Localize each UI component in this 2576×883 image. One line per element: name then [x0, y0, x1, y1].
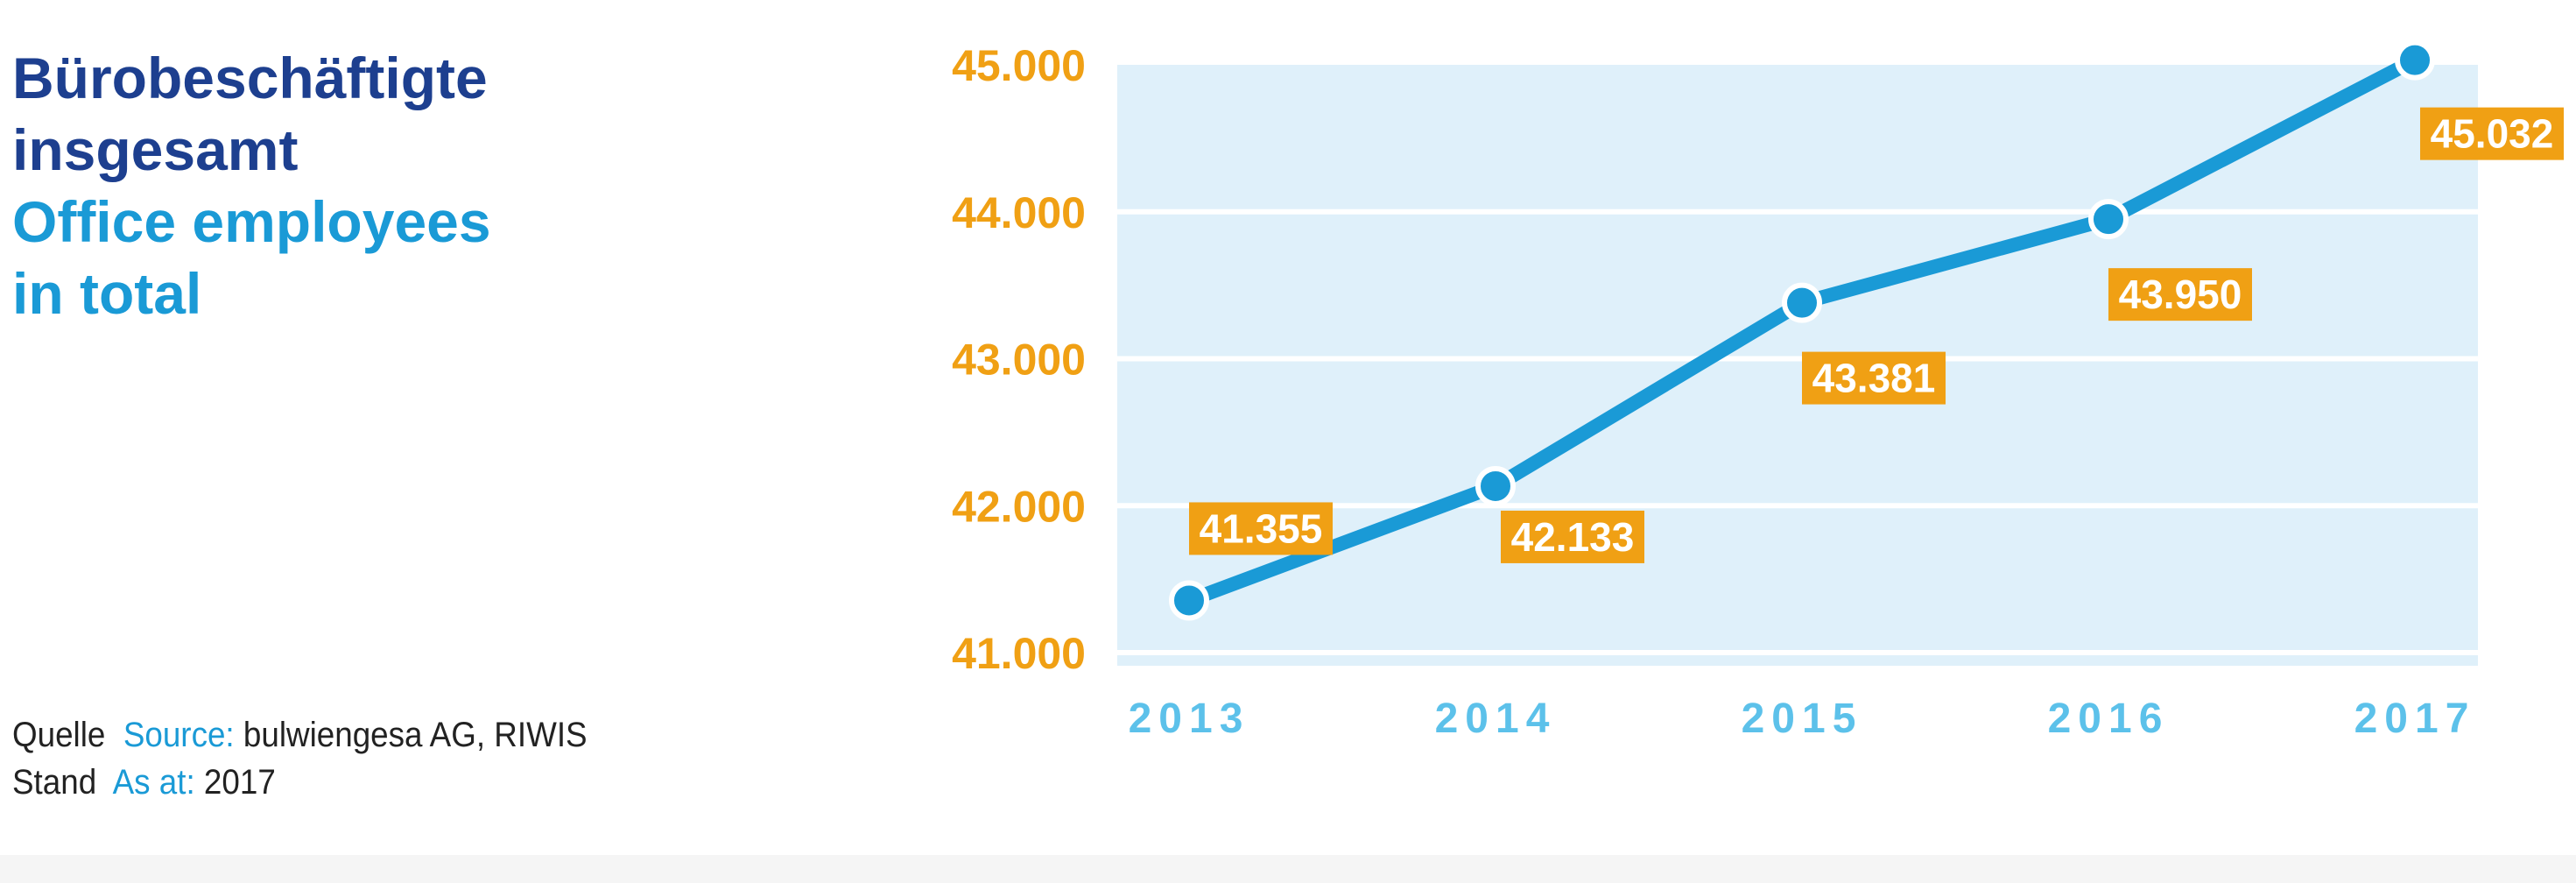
source-line: Quelle Source: bulwiengesa AG, RIWIS — [12, 711, 737, 759]
grid-lines — [1117, 208, 2478, 655]
data-point — [2395, 39, 2435, 81]
asat-label-en: As at: — [112, 763, 195, 802]
y-axis-ticks: 41.000 42.000 43.000 44.000 45.000 — [952, 41, 1086, 678]
data-label-value: 45.032 — [2431, 111, 2554, 157]
asat-line: Stand As at: 2017 — [12, 759, 737, 806]
data-point — [1169, 580, 1209, 621]
asat-label-de: Stand — [12, 763, 97, 802]
data-label: 43.381 — [1802, 351, 1946, 405]
data-labels-layer: 41.355 42.133 43.381 43.950 45.032 — [1189, 107, 2564, 563]
data-label-box — [2420, 107, 2564, 160]
data-label-value: 43.950 — [2119, 272, 2242, 317]
x-tick-label: 2013 — [1129, 696, 1250, 742]
data-label: 41.355 — [1189, 502, 1333, 555]
title-en-line1: Office employees — [12, 189, 491, 254]
data-point — [2088, 199, 2129, 240]
data-label: 45.032 — [2420, 107, 2564, 160]
series-layer — [1169, 39, 2435, 621]
asat-value: 2017 — [203, 763, 276, 802]
plot-background — [1117, 65, 2478, 666]
data-label-value: 43.381 — [1812, 356, 1936, 401]
data-label-box — [1189, 502, 1333, 555]
y-tick-label: 41.000 — [952, 629, 1086, 678]
title-de-line2: insgesamt — [12, 117, 299, 182]
source-note: Quelle Source: bulwiengesa AG, RIWIS Sta… — [12, 711, 737, 806]
x-tick-label: 2017 — [2354, 696, 2476, 742]
y-tick-label: 45.000 — [952, 41, 1086, 90]
data-label-value: 41.355 — [1200, 505, 1323, 551]
bottom-band — [0, 855, 2576, 883]
data-label-box — [1802, 351, 1946, 405]
data-label: 42.133 — [1501, 510, 1644, 563]
x-tick-label: 2016 — [2048, 696, 2170, 742]
title-de-line1: Bürobeschäftigte — [12, 46, 488, 110]
chart-title: Bürobeschäftigte insgesamt Office employ… — [12, 42, 678, 329]
source-label-en: Source: — [123, 716, 235, 754]
data-label: 43.950 — [2108, 268, 2252, 321]
x-tick-label: 2015 — [1742, 696, 1863, 742]
title-en-line2: in total — [12, 261, 202, 326]
x-tick-label: 2014 — [1435, 696, 1557, 742]
x-axis-ticks: 2013 2014 2015 2016 2017 — [1129, 696, 2476, 742]
data-point — [1475, 465, 1516, 506]
data-label-value: 42.133 — [1511, 514, 1635, 560]
source-value: bulwiengesa AG, RIWIS — [243, 716, 588, 754]
y-tick-label: 44.000 — [952, 188, 1086, 237]
data-point — [1782, 282, 1822, 323]
data-label-box — [2108, 268, 2252, 321]
y-tick-label: 43.000 — [952, 336, 1086, 385]
source-label-de: Quelle — [12, 716, 106, 754]
data-label-box — [1501, 510, 1644, 563]
y-tick-label: 42.000 — [952, 482, 1086, 531]
